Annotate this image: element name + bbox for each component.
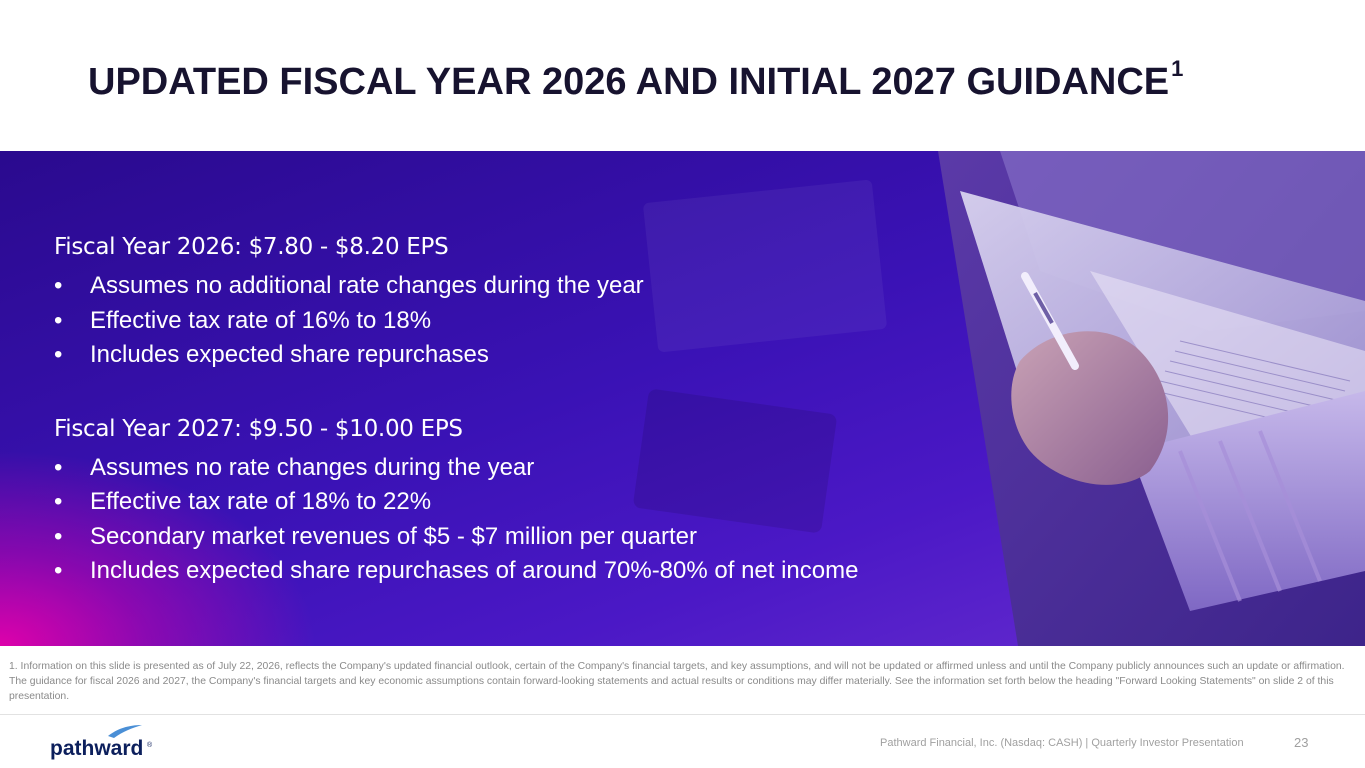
footer-text: Pathward Financial, Inc. (Nasdaq: CASH) … — [880, 737, 1244, 749]
list-item: • Secondary market revenues of $5 - $7 mi… — [54, 520, 1014, 555]
bullet-icon: • — [54, 522, 63, 550]
list-item: • Includes expected share repurchases — [54, 338, 1014, 373]
guidance-banner: Fiscal Year 2026: $7.80 - $8.20 EPS • Ass… — [0, 151, 1365, 646]
logo-wordmark: pathward — [50, 737, 143, 760]
list-item: • Assumes no additional rate changes duri… — [54, 269, 1014, 304]
list-item: • Effective tax rate of 18% to 22% — [54, 485, 1014, 520]
slide-title: UPDATED FISCAL YEAR 2026 AND INITIAL 202… — [88, 56, 1184, 103]
guidance-content: Fiscal Year 2026: $7.80 - $8.20 EPS • Ass… — [54, 231, 1014, 589]
page-number: 23 — [1294, 735, 1309, 750]
list-item: • Assumes no rate changes during the year — [54, 451, 1014, 486]
footnote: 1. Information on this slide is presente… — [9, 661, 1345, 702]
desk-writing-photo — [633, 151, 1365, 646]
list-item: • Effective tax rate of 16% to 18% — [54, 304, 1014, 339]
bullet-icon: • — [54, 272, 63, 299]
footnote-marker: 1 — [1171, 56, 1184, 81]
fy2026-guidance: Fiscal Year 2026: $7.80 - $8.20 EPS • Ass… — [54, 231, 1014, 373]
fy2027-heading: Fiscal Year 2027: $9.50 - $10.00 EPS — [54, 415, 463, 442]
fy2027-guidance: Fiscal Year 2027: $9.50 - $10.00 EPS • As… — [54, 413, 1014, 589]
bullet-icon: • — [54, 557, 63, 584]
footer-divider — [0, 714, 1365, 715]
logo-swoosh-icon — [108, 725, 142, 738]
fy2027-bullet-list: • Assumes no rate changes during the year… — [54, 451, 1014, 589]
pathward-logo: pathward ® — [50, 725, 153, 760]
bullet-icon: • — [54, 453, 63, 481]
bullet-icon: • — [54, 341, 63, 368]
fy2026-heading: Fiscal Year 2026: $7.80 - $8.20 EPS — [54, 234, 449, 260]
fy2026-bullet-list: • Assumes no additional rate changes duri… — [54, 269, 1014, 373]
list-item: • Includes expected share repurchases of … — [54, 554, 1014, 589]
bullet-icon: • — [54, 488, 63, 515]
registered-mark: ® — [147, 741, 153, 749]
bullet-icon: • — [54, 306, 63, 334]
